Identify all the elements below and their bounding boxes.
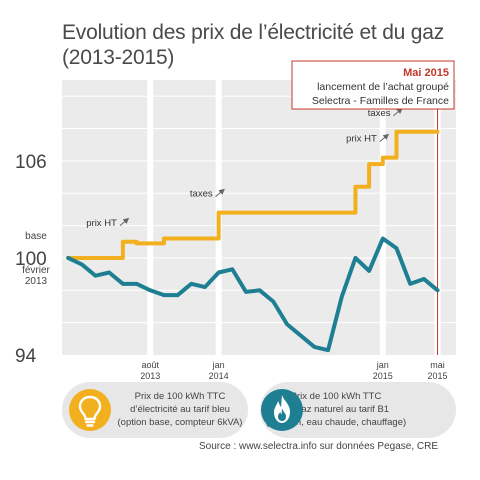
x-tick-label: jan bbox=[376, 360, 389, 370]
y-tick-label: 100 bbox=[15, 249, 47, 270]
year-band bbox=[147, 80, 154, 355]
annotation-label: prix HT bbox=[346, 134, 377, 145]
legend-line: (cuisson, eau chaude, chauffage) bbox=[265, 417, 407, 428]
chart-title: Evolution des prix de l’électricité et d… bbox=[62, 20, 462, 70]
event-line-text: Selectra - Familles de France bbox=[312, 95, 449, 107]
legend-line: (option base, compteur 6kVA) bbox=[117, 417, 243, 428]
year-band bbox=[379, 80, 386, 355]
event-box-frame bbox=[291, 60, 455, 110]
gas-flame-icon bbox=[261, 389, 303, 431]
plot-area bbox=[62, 80, 456, 355]
legend-line: d’électricité au tarif bleu bbox=[130, 404, 230, 415]
annotation-label: taxes bbox=[190, 189, 213, 200]
x-tick-label: mai bbox=[430, 360, 445, 370]
x-tick-label: 2015 bbox=[373, 371, 393, 381]
x-tick-label: 2014 bbox=[209, 371, 229, 381]
annotation-layer: prix HT taxes prix HT taxes bbox=[86, 107, 403, 229]
source-note: Source : www.selectra.info sur données P… bbox=[198, 441, 438, 452]
legend-line: Prix de 100 kWh TTC bbox=[290, 391, 382, 402]
event-line-text: lancement de l’achat groupé bbox=[317, 81, 449, 93]
base-label-line: février bbox=[22, 265, 50, 276]
chart-subtitle-line: (2013-2015) bbox=[62, 46, 175, 69]
grid bbox=[62, 95, 456, 324]
legend-label-gas: Prix de 100 kWh TTC de gaz naturel au ta… bbox=[262, 390, 410, 429]
annotation-arrow bbox=[215, 188, 225, 198]
legend-line: Prix de 100 kWh TTC bbox=[134, 391, 226, 402]
event-annotation-box: Mai 2015 lancement de l’achat groupé Selec… bbox=[291, 60, 455, 110]
y-tick-label: 106 bbox=[15, 152, 47, 173]
base-label: base bbox=[25, 231, 47, 242]
lightbulb-icon bbox=[69, 389, 111, 431]
event-title: Mai 2015 bbox=[403, 67, 449, 79]
event-marker bbox=[434, 62, 441, 355]
series-layer bbox=[66, 129, 440, 353]
chart-title-line: Evolution des prix de l’électricité et d… bbox=[62, 21, 445, 44]
x-tick-label: 2013 bbox=[140, 371, 160, 381]
annotation-label: taxes bbox=[368, 108, 391, 119]
x-tick-label: août bbox=[141, 360, 159, 370]
annotation-arrow bbox=[393, 107, 403, 117]
legend-line: de gaz naturel au tarif B1 bbox=[282, 404, 390, 415]
base-label-line: 2013 bbox=[25, 276, 48, 287]
electricity-price-line bbox=[66, 129, 440, 260]
legend-item-electricity: Prix de 100 kWh TTC d’électricité au tar… bbox=[62, 382, 248, 438]
x-tick-label: 2015 bbox=[428, 371, 448, 381]
y-tick-label: 94 bbox=[15, 346, 37, 367]
axis-layer: 94100106basefévrier2013août2013jan2014ja… bbox=[15, 152, 448, 381]
x-tick-label: jan bbox=[212, 360, 225, 370]
annotation-arrow bbox=[379, 133, 390, 143]
legend-item-gas: Prix de 100 kWh TTC de gaz naturel au ta… bbox=[260, 382, 456, 438]
legend-label-electricity: Prix de 100 kWh TTC d’électricité au tar… bbox=[114, 390, 246, 429]
annotation-label: prix HT bbox=[86, 218, 117, 229]
annotation-arrow bbox=[119, 217, 130, 227]
gas-price-line bbox=[66, 236, 440, 353]
